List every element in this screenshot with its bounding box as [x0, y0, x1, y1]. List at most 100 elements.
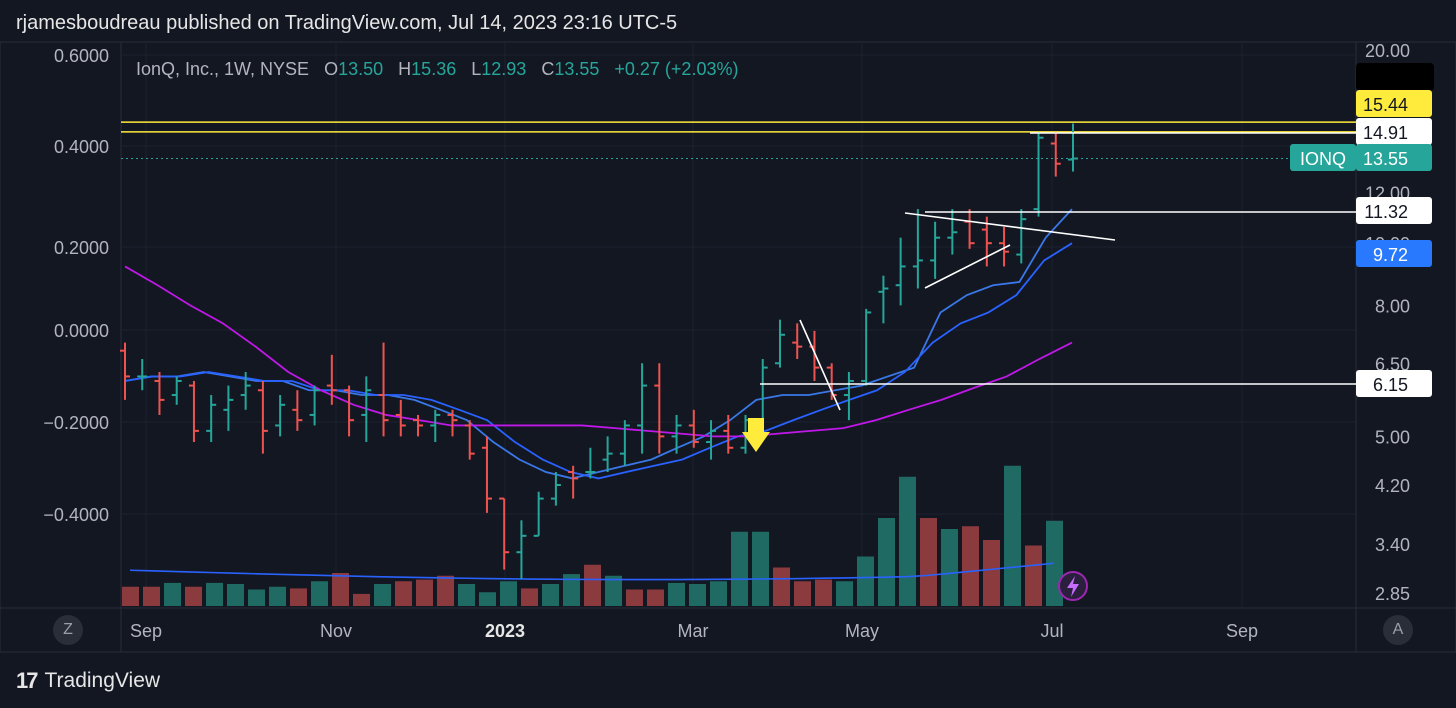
time-axis-tick: Sep: [1226, 621, 1258, 641]
close-value: 13.55: [554, 59, 600, 79]
low-label: L: [471, 59, 482, 79]
price-label-hover-box: [1356, 63, 1434, 91]
price-label-box: [1356, 197, 1432, 224]
volume-bar: [248, 589, 265, 606]
ohlc-bar: [568, 465, 579, 499]
time-axis-tick: Mar: [678, 621, 709, 641]
volume-bar: [584, 564, 601, 606]
volume-bar: [416, 579, 433, 606]
price-label-text: 11.32: [1364, 202, 1408, 222]
ohlc-bar: [792, 323, 803, 360]
ohlc-bar: [326, 354, 337, 405]
volume-bar: [962, 526, 979, 606]
horizontal-levels: [121, 121, 1356, 160]
volume-bar: [458, 584, 475, 606]
ohlc-bar: [912, 209, 923, 289]
ohlc-bar: [637, 363, 648, 454]
volume-bar: [521, 588, 538, 606]
ohlc-bar: [861, 308, 872, 386]
volume-bar: [941, 529, 958, 606]
arrow-marker: [742, 418, 770, 452]
lightning-icon[interactable]: [1058, 571, 1088, 601]
price-label-box: [1356, 90, 1432, 117]
right-axis-tick: 3.40: [1375, 535, 1410, 555]
tradingview-logo-icon: 17: [16, 668, 39, 693]
symbol-tag-text: IONQ: [1300, 149, 1346, 169]
ohlc-bar: [171, 376, 182, 405]
ohlc-bar: [999, 226, 1010, 267]
tradingview-brand[interactable]: TradingView: [44, 669, 161, 692]
price-labels: 15.44 14.91 13.55 IONQ 11.32 9.72 6.15: [1290, 63, 1434, 397]
volume-bar: [647, 589, 664, 606]
open-value: 13.50: [338, 59, 384, 79]
ohlc-bar: [843, 371, 854, 421]
change-value: +0.27 (+2.03%): [614, 59, 739, 79]
volume-bar: [311, 581, 328, 606]
right-axis-tick: 2.85: [1375, 584, 1410, 604]
chart-background: [0, 42, 1456, 652]
auto-scale-button[interactable]: A: [1383, 615, 1413, 645]
left-axis-tick: 0.6000: [54, 46, 109, 66]
trendline-drawings[interactable]: [760, 132, 1356, 411]
left-axis-tick: −0.4000: [43, 505, 109, 525]
ohlc-bar: [464, 420, 475, 460]
time-axis: Sep Nov 2023 Mar May Jul Sep: [130, 621, 1258, 641]
volume-ma-line: [129, 562, 1055, 581]
ohlc-bar: [947, 209, 958, 255]
ohlc-bar: [602, 436, 613, 473]
left-axis: 0.6000 0.4000 0.2000 0.0000 −0.2000 −0.4000: [43, 46, 109, 525]
volume-bar: [500, 581, 517, 606]
volume-bar: [815, 579, 832, 606]
price-label-box: [1356, 118, 1432, 145]
volume-bar: [752, 531, 769, 606]
volume-bar: [731, 531, 748, 606]
volume-bar: [857, 556, 874, 606]
ohlc-bar: [240, 371, 251, 410]
volume-bar: [164, 582, 181, 606]
volume-bars: [122, 465, 1063, 606]
right-axis-tick: 5.00: [1375, 427, 1410, 447]
moving-average-slow: [124, 265, 1073, 438]
volume-bar: [668, 582, 685, 606]
price-label-text: 6.15: [1373, 375, 1408, 395]
trendline: [904, 212, 1116, 241]
ohlc-bar: [120, 342, 130, 400]
volume-bar: [353, 593, 370, 606]
time-axis-tick: 2023: [485, 621, 525, 641]
price-bars: [120, 123, 1078, 579]
volume-bar: [920, 518, 937, 606]
time-axis-tick: Nov: [320, 621, 352, 641]
high-label: H: [398, 59, 412, 79]
ohlc-bar: [257, 380, 268, 454]
ohlc-bar: [1016, 209, 1027, 264]
right-axis-tick: 8.00: [1375, 296, 1410, 316]
volume-bar: [290, 588, 307, 606]
price-label-box: [1356, 370, 1432, 397]
volume-bar: [479, 592, 496, 606]
ohlc-bar: [275, 395, 286, 437]
close-label: C: [541, 59, 555, 79]
ohlc-bar: [671, 414, 682, 454]
chart-border: [0, 41, 1456, 653]
price-label-box: [1356, 144, 1432, 171]
right-axis-tick: 4.20: [1375, 476, 1410, 496]
ohlc-bar: [533, 491, 544, 537]
ohlc-bar: [413, 414, 424, 437]
volume-bar: [1025, 545, 1042, 606]
moving-averages: [124, 208, 1073, 480]
price-label-text: 15.44: [1363, 95, 1408, 115]
volume-bar: [773, 567, 790, 606]
ohlc-bar: [516, 520, 527, 579]
ohlc-bar: [137, 359, 148, 391]
ohlc-bar: [361, 376, 372, 443]
ohlc-bar: [499, 497, 510, 570]
ohlc-bar: [774, 319, 785, 368]
ohlc-bar: [654, 363, 665, 454]
volume-bar: [626, 589, 643, 606]
ohlc-bar: [550, 472, 561, 506]
volume-bar: [563, 574, 580, 606]
low-value: 12.93: [481, 59, 527, 79]
log-scale-button[interactable]: Z: [53, 615, 83, 645]
ohlc-bar: [706, 420, 717, 460]
